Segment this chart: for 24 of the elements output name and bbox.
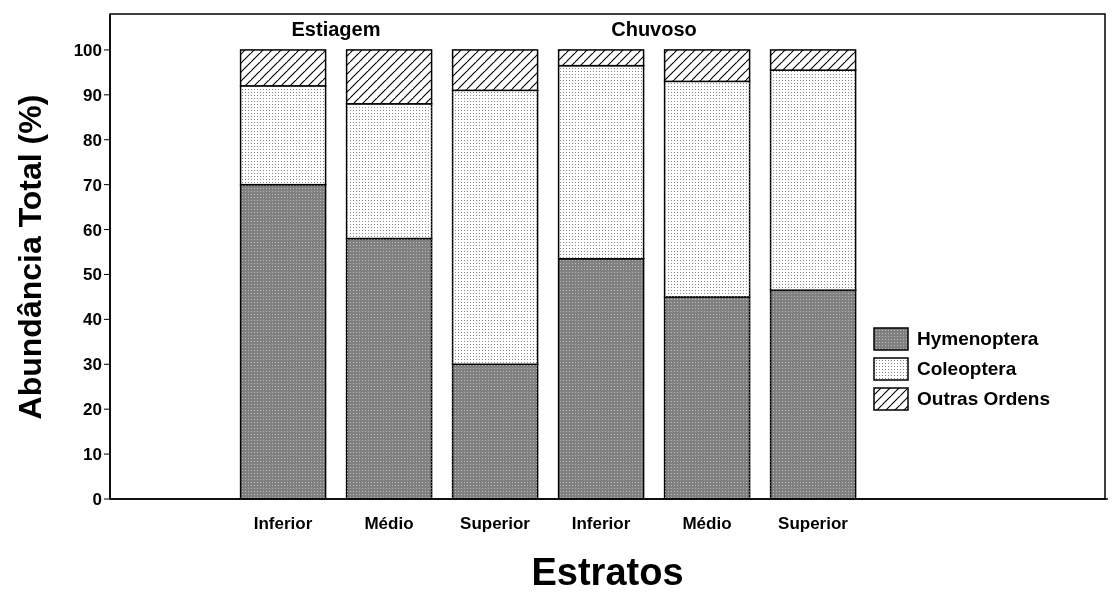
- y-tick-label: 0: [92, 490, 102, 510]
- y-tick-label: 40: [83, 310, 102, 330]
- x-tick-label: Médio: [682, 514, 732, 534]
- y-axis-title: Abundância Total (%): [12, 93, 49, 421]
- y-tick-label: 20: [83, 400, 102, 420]
- annotation: Chuvoso: [610, 18, 698, 41]
- annotation: Estiagem: [290, 18, 382, 41]
- y-tick-label: 80: [83, 130, 102, 150]
- legend-label: Coleoptera: [917, 358, 1017, 380]
- x-axis-title: Estratos: [530, 551, 685, 594]
- legend-label: Hymenoptera: [917, 328, 1039, 350]
- y-tick-label: 100: [73, 40, 102, 60]
- y-tick-label: 10: [83, 445, 102, 465]
- y-tick-label: 90: [83, 85, 102, 105]
- x-tick-label: Médio: [364, 514, 414, 534]
- x-tick-label: Superior: [778, 514, 849, 534]
- y-tick-label: 50: [83, 265, 102, 285]
- legend-label: Outras Ordens: [917, 388, 1051, 410]
- y-tick-label: 70: [83, 175, 102, 195]
- x-tick-label: Inferior: [253, 514, 313, 534]
- x-tick-label: Inferior: [571, 514, 631, 534]
- y-tick-label: 60: [83, 220, 102, 240]
- x-tick-label: Superior: [460, 514, 531, 534]
- y-tick-label: 30: [83, 355, 102, 375]
